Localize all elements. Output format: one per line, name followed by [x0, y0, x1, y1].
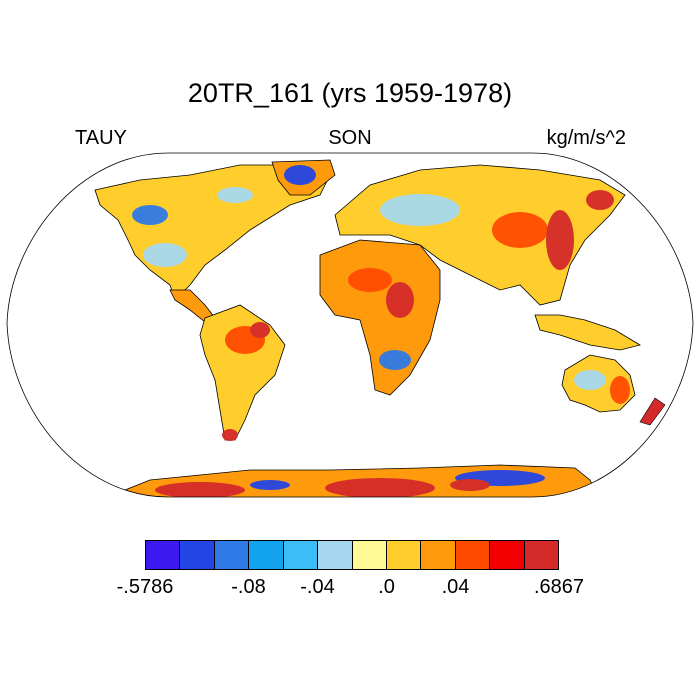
new-zealand	[639, 397, 666, 426]
south-america	[199, 304, 286, 441]
colorbar-tick-label: -.08	[231, 576, 266, 598]
variable-label: TAUY	[75, 127, 127, 149]
colorbar-swatch	[455, 541, 491, 569]
colorbar-swatch	[490, 541, 525, 569]
units-label: kg/m/s^2	[546, 127, 626, 149]
map-title: 20TR_161 (yrs 1959-1978)	[187, 78, 513, 108]
colorbar-tick-label: -.04	[300, 576, 335, 598]
season-label: SON	[328, 127, 372, 149]
colorbar-swatch	[214, 541, 250, 569]
globe-outline	[6, 152, 694, 498]
colorbar-swatch	[180, 541, 215, 569]
colorbar-swatch	[421, 541, 456, 569]
colorbar-swatch	[249, 541, 284, 569]
colorbar-tick-label: .6867	[533, 576, 585, 598]
field-patches	[132, 165, 630, 497]
north-america	[94, 164, 331, 301]
colorbar-swatch	[283, 541, 319, 569]
se-asia-islands	[534, 314, 642, 351]
colorbar-swatch	[146, 541, 181, 569]
colorbar-swatch	[524, 541, 559, 569]
colorbar-swatch	[386, 541, 422, 569]
colorbar-tick-label: .0	[378, 576, 395, 598]
colorbar-tick-label: -.5786	[116, 576, 174, 598]
colorbar	[145, 540, 559, 570]
colorbar-swatch	[318, 541, 353, 569]
colorbar-swatch	[352, 541, 387, 569]
africa	[319, 239, 441, 396]
colorbar-tick-label: .04	[441, 576, 470, 598]
